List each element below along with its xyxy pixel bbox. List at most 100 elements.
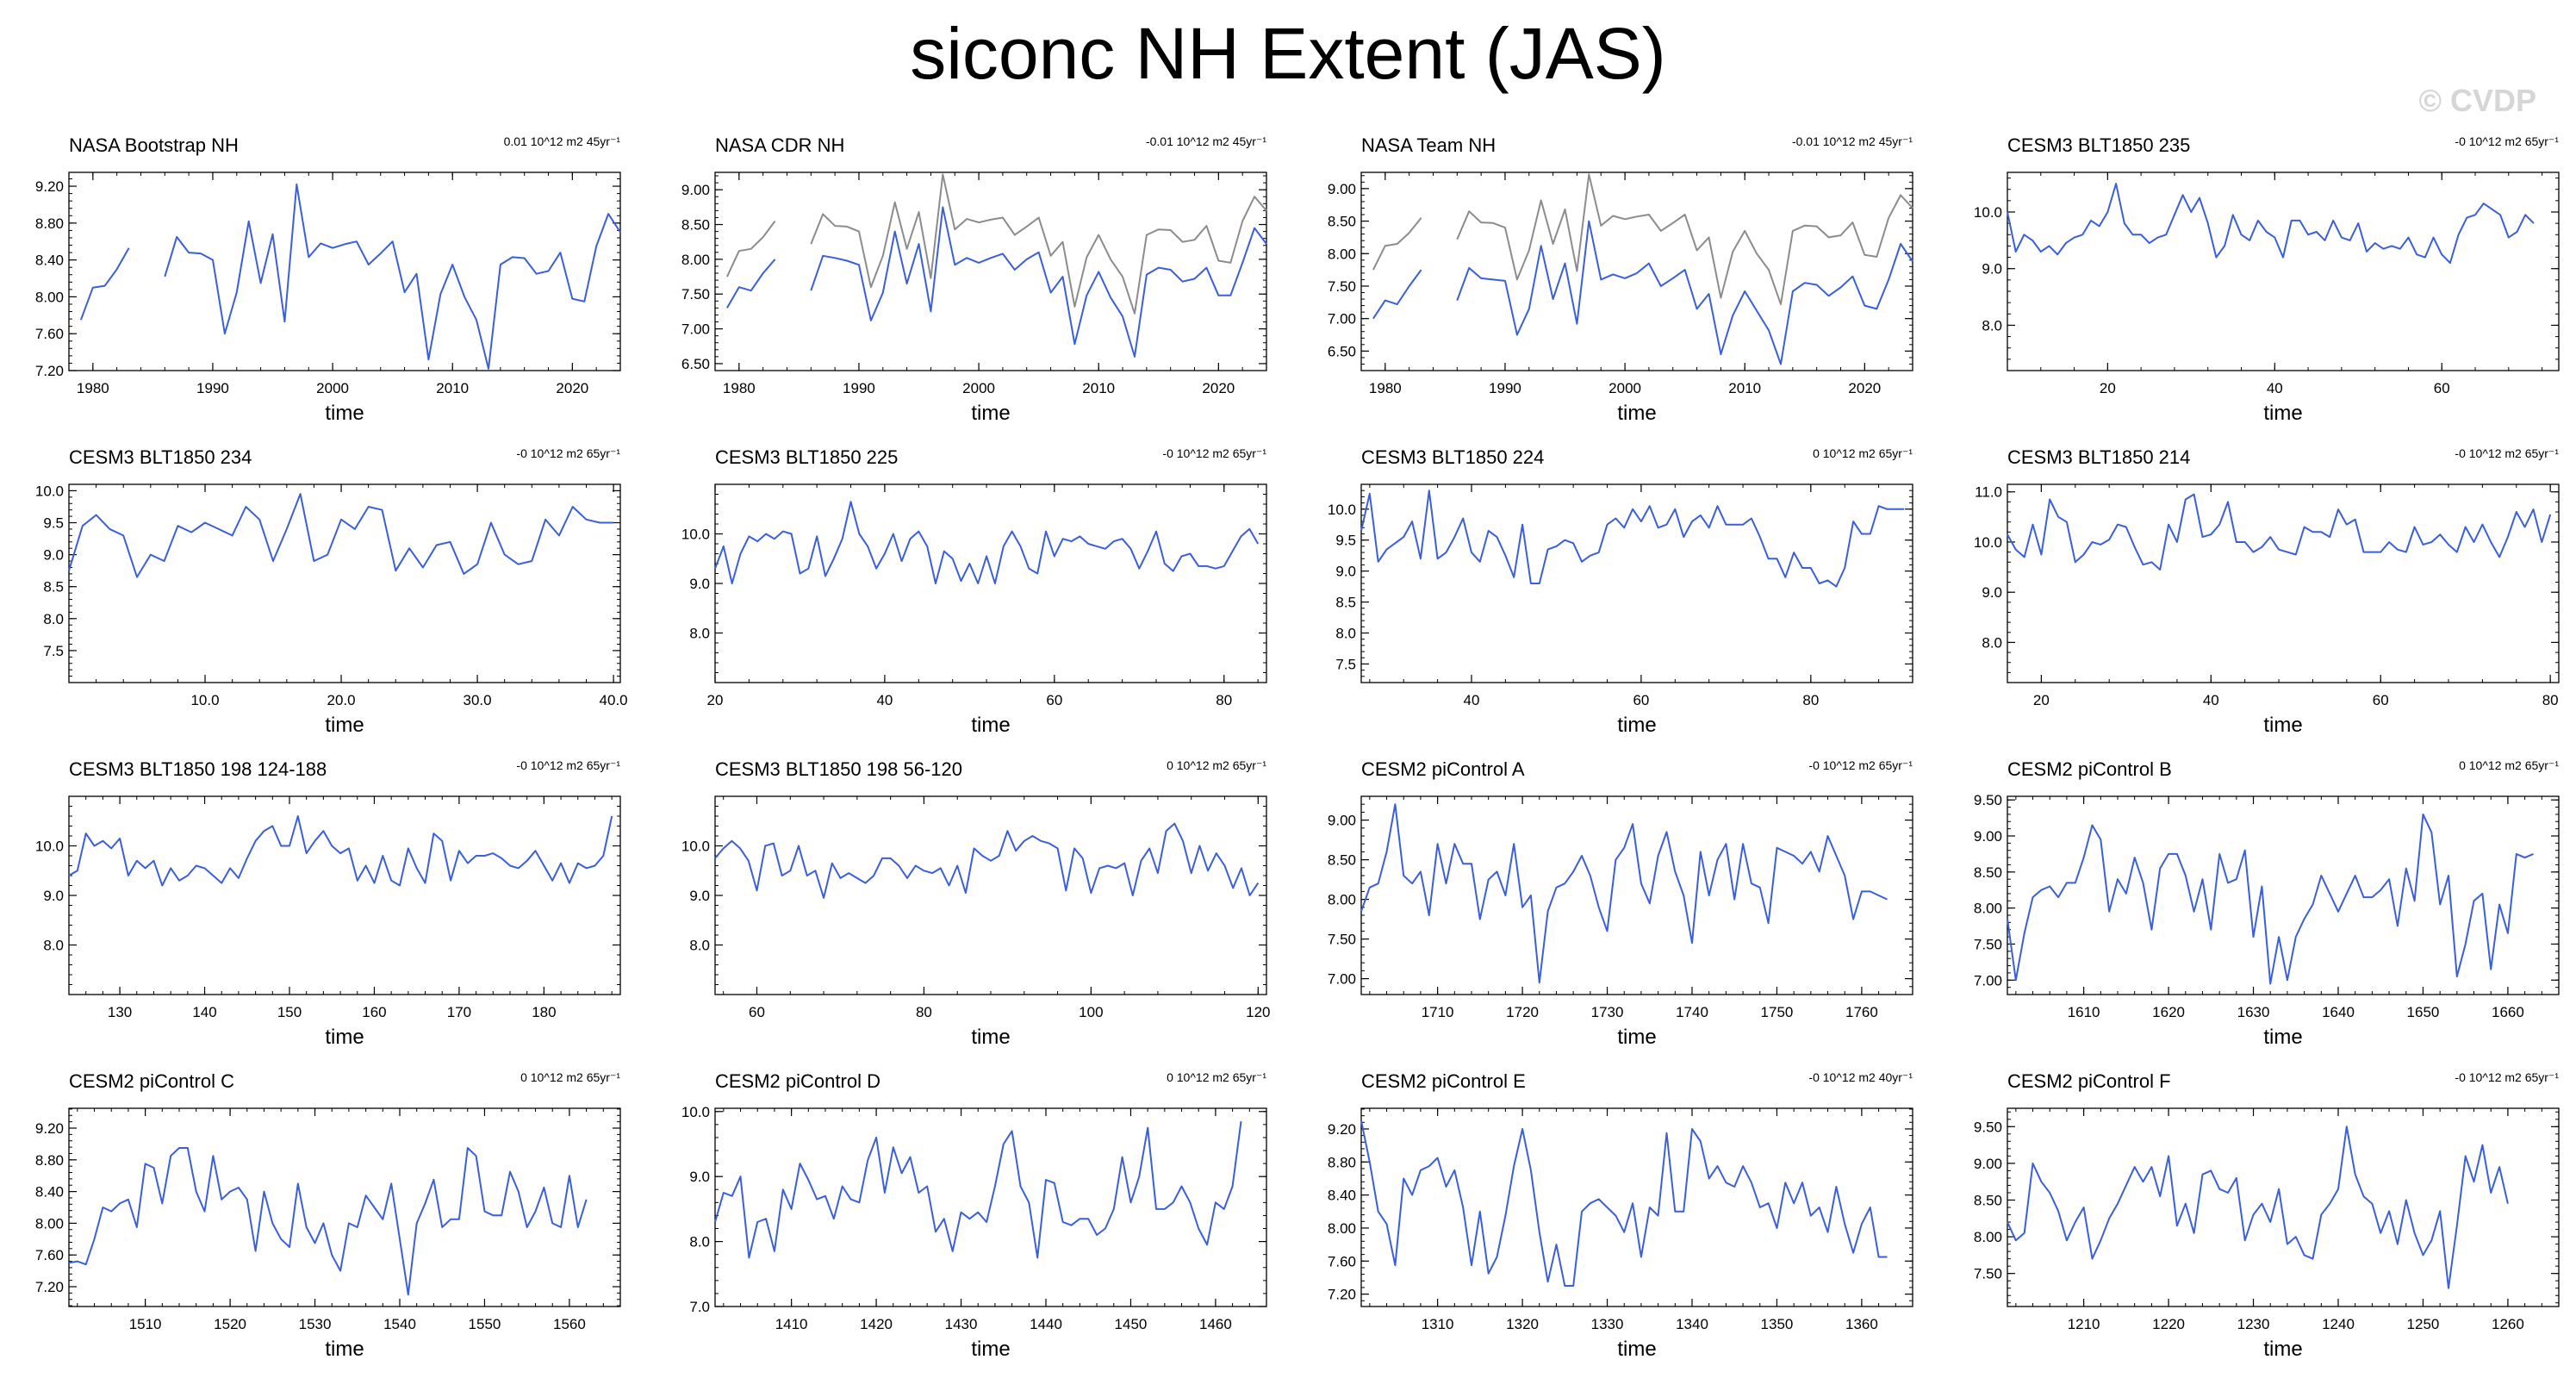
y-tick-label: 8.40: [35, 1184, 64, 1201]
y-tick-label: 10.0: [1974, 204, 2002, 221]
x-tick-label: 150: [277, 1004, 302, 1020]
x-tick-label: 20: [2033, 692, 2050, 708]
panel-trend: -0 10^12 m2 65yr⁻¹: [1162, 446, 1266, 460]
x-tick-label: 1610: [2068, 1004, 2100, 1020]
x-tick-label: 80: [1802, 692, 1819, 708]
x-axis-label: time: [971, 714, 1011, 737]
x-tick-label: 1980: [723, 380, 756, 396]
x-tick-label: 40: [2267, 380, 2283, 396]
series-line-model: [2007, 493, 2552, 571]
x-tick-label: 60: [2373, 692, 2389, 708]
y-tick-label: 9.00: [1974, 828, 2002, 845]
y-tick-label: 7.50: [1328, 278, 1356, 295]
y-tick-label: 9.0: [689, 888, 710, 904]
x-tick-label: 20: [2100, 380, 2116, 396]
panel-trend: 0 10^12 m2 65yr⁻¹: [1813, 446, 1913, 460]
x-tick-label: 60: [749, 1004, 765, 1020]
series-line-model: [1360, 490, 1905, 588]
x-tick-label: 2010: [1728, 380, 1761, 396]
chart-panel: CESM2 piControl E -0 10^12 m2 40yr⁻¹ time 1…: [1328, 1065, 2007, 1375]
y-tick-label: 9.00: [1328, 813, 1356, 829]
panel-title: CESM3 BLT1850 234: [69, 446, 252, 468]
line-chart: 1710 1720 1730 1740 1750 1760 7.00 7.50 8.00 8.50…: [1328, 795, 1913, 1020]
panel-title: NASA Bootstrap NH: [69, 134, 239, 156]
y-tick-label: 10.0: [1328, 502, 1356, 518]
panel-trend: 0 10^12 m2 65yr⁻¹: [1167, 1070, 1266, 1084]
x-tick-label: 1520: [214, 1316, 246, 1332]
series-line-model: [714, 501, 1260, 584]
x-tick-label: 10.0: [190, 692, 219, 708]
x-axis-label: time: [971, 402, 1011, 425]
y-tick-label: 8.0: [43, 611, 64, 627]
x-axis-label: time: [971, 1026, 1011, 1049]
x-tick-label: 1990: [1489, 380, 1521, 396]
chart-panel: CESM3 BLT1850 235 -0 10^12 m2 65yr⁻¹ time 2…: [1974, 129, 2576, 440]
panel-trend: -0.01 10^12 m2 45yr⁻¹: [1145, 134, 1266, 148]
x-tick-label: 1210: [2068, 1316, 2100, 1332]
x-tick-label: 80: [916, 1004, 932, 1020]
chart-panel: NASA Bootstrap NH 0.01 10^12 m2 45yr⁻¹ tim…: [35, 129, 715, 440]
x-tick-label: 1540: [383, 1316, 416, 1332]
chart-panel: CESM2 piControl C 0 10^12 m2 65yr⁻¹ time 15…: [35, 1065, 715, 1375]
line-chart: 1310 1320 1330 1340 1350 1360 7.20 7.60 8.00 8.40…: [1328, 1107, 1913, 1332]
x-tick-label: 1250: [2407, 1316, 2440, 1332]
chart-panel: CESM2 piControl B 0 10^12 m2 65yr⁻¹ time 16…: [1974, 753, 2576, 1063]
x-axis-label: time: [1617, 402, 1657, 425]
y-tick-label: 9.5: [1335, 533, 1356, 549]
y-tick-label: 9.20: [1328, 1121, 1356, 1138]
y-tick-label: 8.00: [1974, 1229, 2002, 1245]
y-tick-label: 8.50: [1974, 1192, 2002, 1208]
x-tick-label: 130: [108, 1004, 132, 1020]
chart-panel: CESM3 BLT1850 198 124-188 -0 10^12 m2 65y…: [35, 753, 715, 1063]
y-tick-label: 10.0: [1974, 534, 2002, 551]
series-line-observed: [79, 183, 621, 370]
chart-panel: NASA CDR NH -0.01 10^12 m2 45yr⁻¹ time 1980…: [681, 129, 1361, 440]
x-axis-label: time: [2263, 402, 2303, 425]
y-tick-label: 7.50: [681, 286, 710, 302]
x-tick-label: 1650: [2407, 1004, 2440, 1020]
y-tick-label: 7.20: [35, 1279, 64, 1295]
x-tick-label: 1630: [2237, 1004, 2270, 1020]
y-tick-label: 11.0: [1975, 484, 2002, 501]
x-tick-label: 1460: [1199, 1316, 1232, 1332]
panel-title: NASA CDR NH: [715, 134, 845, 156]
x-tick-label: 40.0: [600, 692, 628, 708]
chart-panel: CESM2 piControl F -0 10^12 m2 65yr⁻¹ time 1…: [1974, 1065, 2576, 1375]
y-tick-label: 7.00: [1328, 311, 1356, 327]
chart-panel: CESM3 BLT1850 214 -0 10^12 m2 65yr⁻¹ time 2…: [1974, 441, 2576, 752]
plot-frame: [714, 172, 1267, 371]
y-tick-label: 9.50: [1974, 1119, 2002, 1135]
x-tick-label: 180: [532, 1004, 556, 1020]
x-tick-label: 1750: [1761, 1004, 1794, 1020]
y-tick-label: 8.50: [1974, 864, 2002, 881]
y-tick-label: 8.00: [35, 1215, 64, 1232]
y-tick-label: 7.50: [1328, 932, 1356, 948]
panel-title: CESM2 piControl E: [1361, 1070, 1526, 1092]
series-line-model: [714, 822, 1260, 899]
series-line-model: [1360, 1120, 1888, 1287]
x-axis-label: time: [971, 1338, 1011, 1361]
x-tick-label: 1450: [1115, 1316, 1148, 1332]
panel-title: CESM3 BLT1850 198 56-120: [715, 758, 962, 780]
y-tick-label: 9.0: [1982, 261, 2002, 278]
x-tick-label: 1530: [299, 1316, 332, 1332]
x-tick-label: 2010: [1082, 380, 1115, 396]
line-chart: 10.0 20.0 30.0 40.0 7.5 8.0 8.5 9.0 9.5 10.0: [35, 483, 628, 708]
y-tick-label: 10.0: [35, 483, 64, 499]
line-chart: 40 60 80 7.5 8.0 8.5 9.0 9.5 10.0: [1328, 483, 1913, 708]
panel-trend: -0 10^12 m2 65yr⁻¹: [2455, 1070, 2559, 1084]
cvdp-watermark: © CVDP: [2418, 83, 2536, 118]
x-tick-label: 2000: [962, 380, 995, 396]
chart-panel: CESM3 BLT1850 225 -0 10^12 m2 65yr⁻¹ time 2…: [681, 441, 1361, 752]
x-tick-label: 170: [447, 1004, 471, 1020]
x-tick-label: 1980: [77, 380, 109, 396]
series-line-reference: [725, 173, 1267, 315]
y-tick-label: 8.40: [1328, 1188, 1356, 1204]
x-axis-label: time: [1617, 714, 1657, 737]
series-line-observed: [726, 206, 1267, 358]
x-tick-label: 30.0: [464, 692, 492, 708]
y-tick-label: 8.0: [689, 1234, 710, 1250]
x-tick-label: 1710: [1422, 1004, 1454, 1020]
y-tick-label: 7.50: [1974, 1266, 2002, 1282]
